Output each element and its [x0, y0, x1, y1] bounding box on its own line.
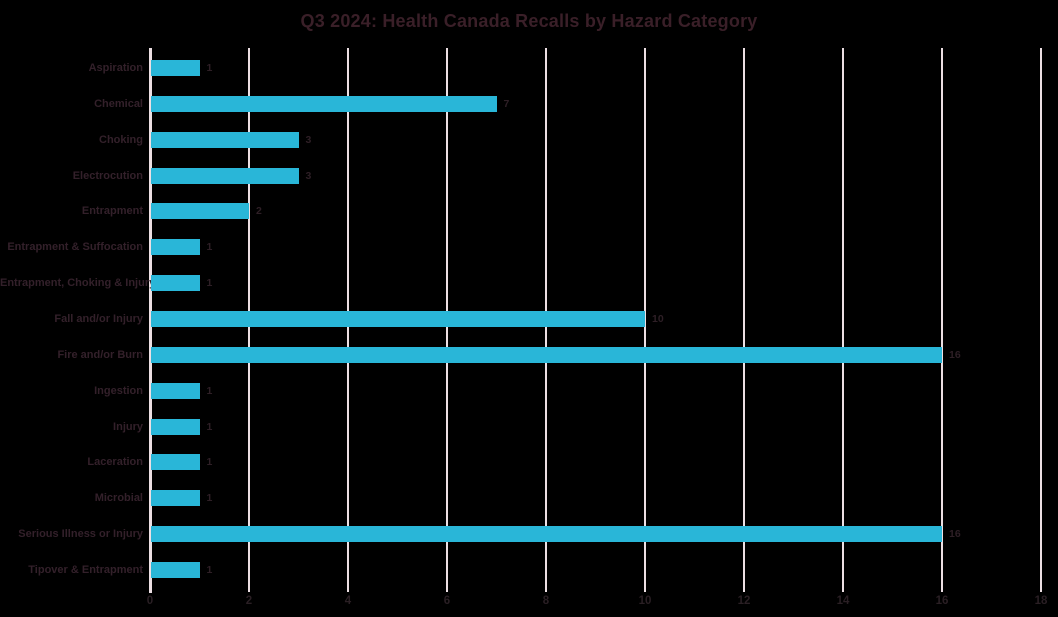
chart-title: Q3 2024: Health Canada Recalls by Hazard…: [300, 11, 758, 31]
bar-electrocution: [151, 167, 299, 184]
gridline-x-10: [644, 48, 646, 592]
value-label: 3: [305, 169, 312, 182]
category-label: Chemical: [94, 97, 143, 110]
category-label: Tipover & Entrapment: [28, 564, 143, 577]
x-axis-tick-label: 12: [737, 595, 751, 607]
bar-aspiration: [151, 60, 200, 76]
bar-chemical: [151, 95, 497, 112]
value-label: 16: [949, 348, 961, 361]
bar-laceration: [151, 454, 200, 471]
category-label: Aspiration: [88, 62, 143, 74]
value-label: 7: [503, 97, 510, 110]
gridline-x-16: [941, 48, 943, 592]
value-label: 1: [206, 241, 213, 254]
category-label: Fire and/or Burn: [57, 348, 143, 361]
bar-injury: [151, 418, 200, 435]
bar-tipover-entrapment: [151, 562, 200, 579]
x-axis-tick-label: 16: [935, 595, 949, 607]
bar-ingestion: [151, 382, 200, 399]
value-label: 1: [206, 492, 213, 505]
x-axis-tick-label: 10: [638, 595, 652, 607]
bar-serious-illness-or-injury: [151, 526, 942, 543]
bar-entrapment-choking-injury: [151, 275, 200, 292]
gridline-x-14: [842, 48, 844, 592]
gridline-x-12: [743, 48, 745, 592]
bar-microbial: [151, 490, 200, 507]
category-label: Serious Illness or Injury: [18, 528, 143, 541]
bar-choking: [151, 131, 299, 148]
x-axis-tick-label: 8: [542, 595, 550, 607]
x-axis-tick-label: 0: [146, 595, 154, 607]
x-axis-tick-label: 14: [836, 595, 850, 607]
value-label: 1: [206, 62, 213, 74]
value-label: 3: [305, 133, 312, 146]
x-axis-tick-label: 2: [245, 595, 253, 607]
category-label: Injury: [113, 420, 143, 433]
value-label: 1: [206, 456, 213, 469]
gridline-x-18: [1040, 48, 1042, 592]
bar-entrapment: [151, 203, 249, 220]
category-label: Ingestion: [94, 384, 143, 397]
value-label: 1: [206, 384, 213, 397]
category-label: Electrocution: [72, 169, 143, 182]
category-label: Microbial: [94, 492, 143, 505]
value-label: 1: [206, 564, 213, 577]
y-axis-line: [148, 48, 152, 593]
value-label: 16: [949, 528, 961, 541]
category-label: Entrapment: [81, 205, 143, 218]
x-axis-tick-label: 4: [344, 595, 352, 607]
x-axis-tick-label: 6: [443, 595, 451, 607]
category-label: Entrapment, Choking & Injury: [0, 277, 156, 290]
category-label: Laceration: [87, 456, 143, 469]
value-label: 10: [652, 313, 664, 326]
value-label: 1: [206, 420, 213, 433]
bar-entrapment-suffocation: [151, 239, 200, 256]
bar-fire-and-or-burn: [151, 346, 942, 363]
bar-fall-and-or-injury: [151, 311, 645, 328]
category-label: Choking: [99, 133, 143, 146]
category-label: Entrapment & Suffocation: [7, 241, 143, 254]
value-label: 2: [256, 205, 262, 218]
x-axis-tick-label: 18: [1034, 595, 1048, 607]
category-label: Fall and/or Injury: [54, 313, 143, 326]
value-label: 1: [206, 277, 213, 290]
